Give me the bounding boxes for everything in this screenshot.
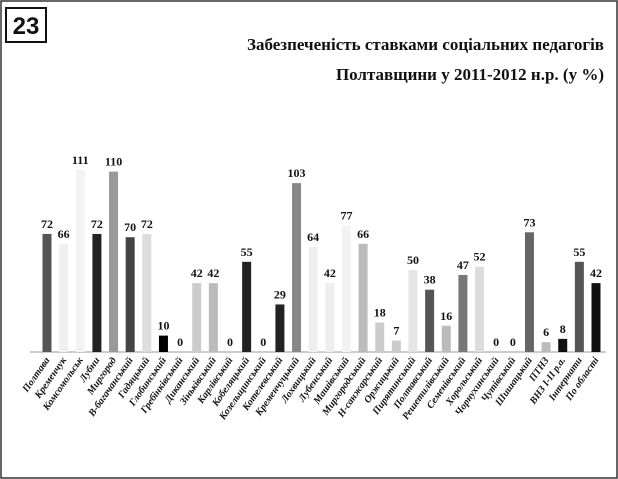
value-label: 42 xyxy=(191,266,203,280)
bar xyxy=(125,237,135,352)
value-label: 64 xyxy=(307,230,319,244)
value-label: 66 xyxy=(58,227,70,241)
value-label: 47 xyxy=(457,258,469,272)
chart-title: Полтавщини у 2011-2012 н.р. (у %) xyxy=(336,65,604,84)
bar xyxy=(59,243,69,352)
value-label: 103 xyxy=(288,166,306,180)
value-label: 0 xyxy=(227,335,233,349)
bar xyxy=(524,232,534,352)
value-label: 72 xyxy=(91,217,103,231)
bar xyxy=(158,335,168,352)
bar xyxy=(558,338,568,352)
bar xyxy=(408,270,418,352)
value-label: 72 xyxy=(41,217,53,231)
value-label: 73 xyxy=(523,215,535,229)
bar xyxy=(192,283,202,352)
value-label: 111 xyxy=(72,153,89,167)
bar xyxy=(308,247,318,352)
bar xyxy=(292,183,302,352)
value-label: 18 xyxy=(374,305,386,319)
badge-box xyxy=(5,7,47,43)
value-label: 42 xyxy=(207,266,219,280)
bar xyxy=(42,233,52,352)
value-label: 42 xyxy=(590,266,602,280)
value-label: 70 xyxy=(124,220,136,234)
bar xyxy=(391,340,401,352)
bar xyxy=(358,243,368,352)
bar xyxy=(341,225,351,352)
badge: 23 xyxy=(13,13,40,40)
value-label: 66 xyxy=(357,227,369,241)
value-label: 55 xyxy=(573,245,585,259)
value-label: 72 xyxy=(141,217,153,231)
value-label: 50 xyxy=(407,253,419,267)
value-label: 6 xyxy=(543,325,549,339)
value-label: 77 xyxy=(340,209,352,223)
bar xyxy=(109,171,119,352)
bar xyxy=(541,342,551,352)
bar xyxy=(375,322,385,352)
bar xyxy=(142,233,152,352)
value-label: 7 xyxy=(393,324,399,338)
value-label: 29 xyxy=(274,287,286,301)
bar xyxy=(441,325,451,352)
bar xyxy=(75,170,85,352)
value-label: 0 xyxy=(510,335,516,349)
bar xyxy=(458,274,468,352)
bar xyxy=(275,304,285,352)
value-label: 8 xyxy=(560,322,566,336)
value-label: 52 xyxy=(474,250,486,264)
value-label: 0 xyxy=(260,335,266,349)
value-label: 10 xyxy=(157,319,169,333)
value-label: 110 xyxy=(105,155,122,169)
bar xyxy=(92,233,102,352)
bar xyxy=(475,266,485,352)
value-label: 0 xyxy=(177,335,183,349)
bar xyxy=(325,283,335,352)
value-label: 55 xyxy=(241,245,253,259)
value-label: 0 xyxy=(493,335,499,349)
bar xyxy=(425,289,435,352)
value-label: 38 xyxy=(424,273,436,287)
chart-title: Забезпеченість ставками соціальних педаг… xyxy=(247,35,604,54)
bar xyxy=(591,283,601,352)
value-label: 42 xyxy=(324,266,336,280)
bar xyxy=(208,283,218,352)
bar xyxy=(242,261,252,352)
bar xyxy=(574,261,584,352)
value-label: 16 xyxy=(440,309,452,323)
